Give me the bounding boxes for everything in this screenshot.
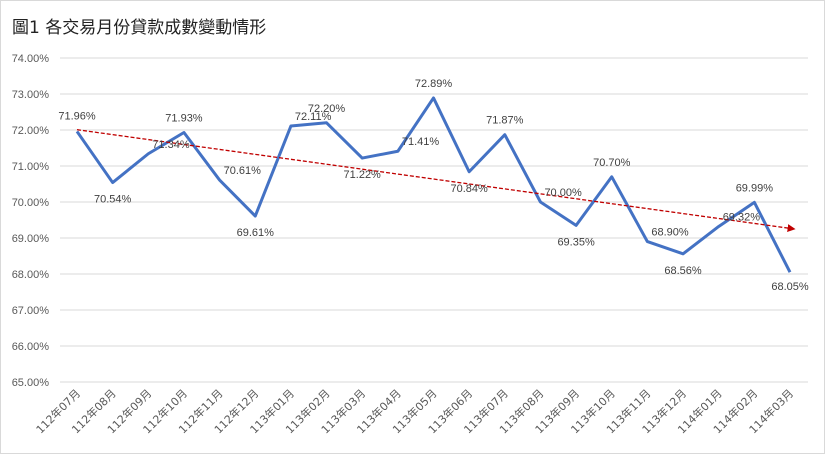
y-tick-label: 70.00% (12, 197, 50, 209)
chart-title: 圖1 各交易月份貸款成數變動情形 (12, 18, 267, 38)
y-tick-label: 66.00% (12, 341, 50, 353)
y-tick-label: 67.00% (12, 305, 50, 317)
data-label: 71.41% (402, 136, 440, 148)
data-label: 68.05% (771, 281, 809, 293)
data-label: 69.99% (736, 182, 774, 194)
data-label: 72.20% (308, 103, 346, 115)
y-tick-label: 72.00% (12, 125, 50, 137)
data-label: 69.32% (723, 211, 761, 223)
y-tick-label: 71.00% (12, 161, 50, 173)
y-tick-label: 73.00% (12, 89, 50, 101)
y-tick-label: 65.00% (12, 377, 50, 389)
series-line (75, 96, 792, 273)
data-label: 71.96% (58, 110, 96, 122)
data-label: 72.11% (295, 111, 332, 123)
data-label: 71.87% (486, 115, 524, 127)
data-label: 70.54% (94, 194, 132, 206)
y-tick-label: 74.00% (12, 53, 50, 65)
trendline (76, 129, 796, 232)
data-label: 68.90% (651, 227, 689, 239)
data-label: 71.22% (344, 169, 382, 181)
data-label: 69.35% (557, 236, 595, 248)
data-label: 68.56% (664, 265, 702, 277)
data-label: 71.93% (165, 113, 203, 125)
data-label: 70.61% (224, 165, 262, 177)
data-label: 72.89% (415, 78, 453, 90)
data-label: 70.84% (450, 183, 488, 195)
y-tick-label: 68.00% (12, 269, 50, 281)
data-label: 71.34% (152, 139, 190, 151)
data-label: 69.61% (237, 227, 275, 239)
data-label: 70.70% (593, 157, 631, 169)
y-tick-label: 69.00% (12, 233, 50, 245)
data-label: 70.00% (544, 187, 582, 199)
